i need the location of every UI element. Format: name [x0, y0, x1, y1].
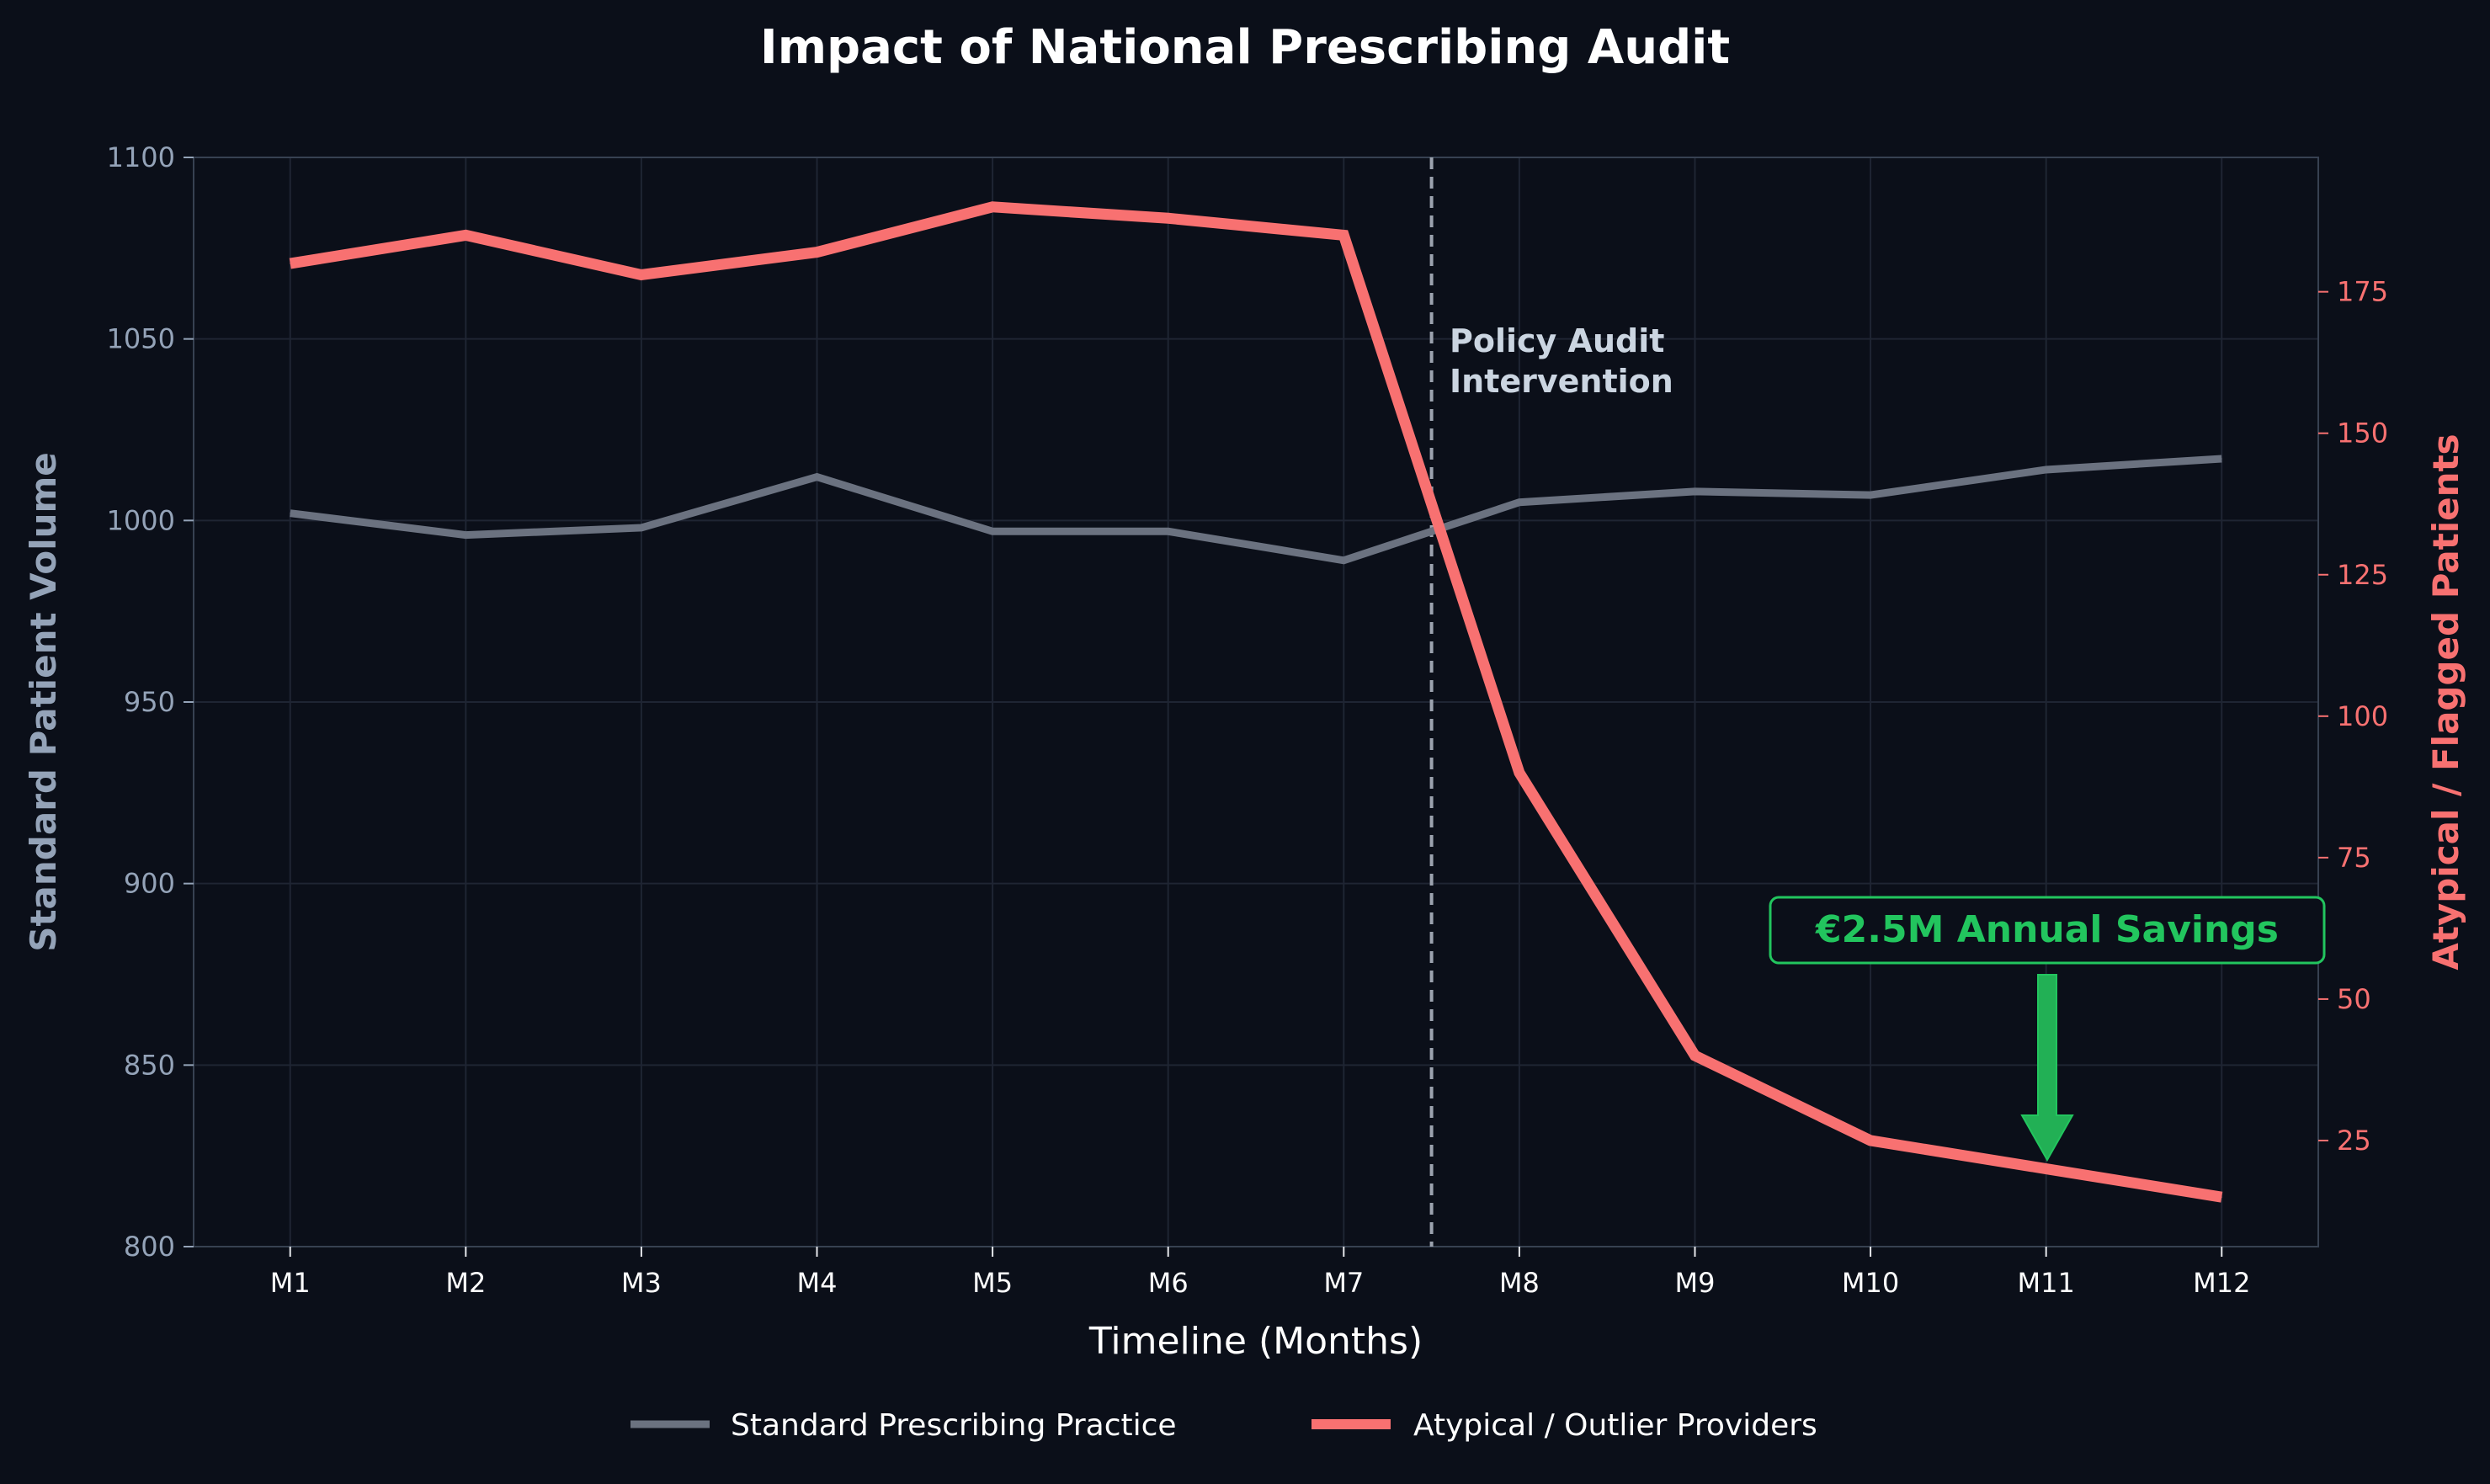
x-tick-label: M11: [2018, 1267, 2075, 1299]
legend-label-atypical: Atypical / Outlier Providers: [1413, 1408, 1817, 1443]
left-y-tick-label: 900: [124, 868, 175, 900]
x-tick-label: M7: [1323, 1267, 1364, 1299]
data-point: [992, 206, 993, 208]
right-y-tick-label: 150: [2337, 418, 2388, 449]
left-y-tick-label: 1100: [107, 141, 175, 173]
savings-annotation: €2.5M Annual Savings: [1769, 896, 2326, 1162]
right-y-ticks: 25 50 75 100 125 150 175: [2318, 276, 2388, 1157]
legend-label-standard: Standard Prescribing Practice: [731, 1408, 1177, 1443]
chart-title: Impact of National Prescribing Audit: [760, 20, 1730, 75]
data-point: [1343, 560, 1344, 561]
legend: Standard Prescribing Practice Atypical /…: [630, 1408, 1817, 1443]
series-line-standard: [290, 455, 2222, 565]
x-tick-label: M6: [1148, 1267, 1189, 1299]
x-tick-label: M2: [445, 1267, 486, 1299]
data-point: [1343, 234, 1344, 236]
x-axis-label: Timeline (Months): [1088, 1320, 1423, 1363]
annotation-box: [1769, 896, 2326, 965]
x-tick-label: M8: [1499, 1267, 1540, 1299]
x-tick-label: M5: [972, 1267, 1013, 1299]
x-tick-label: M4: [797, 1267, 838, 1299]
data-point: [1870, 1140, 1871, 1141]
series-line-atypical: [289, 201, 2223, 1203]
x-ticks: M1 M2 M3 M4 M5 M6 M7 M8 M9 M10 M11 M12: [270, 1247, 2250, 1299]
grid: [194, 157, 2318, 1247]
right-y-tick-label: 100: [2337, 700, 2388, 732]
x-tick-label: M3: [621, 1267, 662, 1299]
data-point: [1870, 494, 1871, 496]
right-y-tick-label: 50: [2337, 983, 2371, 1015]
vline-label-2: Intervention: [1450, 363, 1673, 400]
left-y-tick-label: 1000: [107, 504, 175, 536]
annotation-arrow: [2020, 974, 2074, 1162]
vline-label-1: Policy Audit: [1450, 322, 1664, 359]
right-y-axis-label: Atypical / Flagged Patients: [2425, 433, 2466, 970]
left-y-tick-label: 1050: [107, 323, 175, 355]
right-y-tick-label: 125: [2337, 559, 2388, 591]
right-y-tick-label: 75: [2337, 842, 2371, 874]
left-y-ticks: 800 850 900 950 1000 1050 1100: [107, 141, 194, 1263]
x-tick-label: M9: [1675, 1267, 1716, 1299]
left-y-tick-label: 800: [124, 1231, 175, 1263]
right-y-tick-label: 25: [2337, 1125, 2371, 1157]
annotation-text: €2.5M Annual Savings: [1815, 908, 2279, 951]
data-point: [2221, 1196, 2222, 1198]
left-y-axis-label: Standard Patient Volume: [23, 452, 64, 952]
x-tick-label: M12: [2193, 1267, 2250, 1299]
data-point: [2221, 458, 2222, 460]
data-point: [992, 530, 993, 532]
left-y-tick-label: 950: [124, 686, 175, 718]
x-tick-label: M10: [1842, 1267, 1899, 1299]
left-y-tick-label: 850: [124, 1049, 175, 1081]
series: [289, 201, 2223, 1203]
right-y-tick-label: 175: [2337, 276, 2388, 308]
x-tick-label: M1: [270, 1267, 311, 1299]
